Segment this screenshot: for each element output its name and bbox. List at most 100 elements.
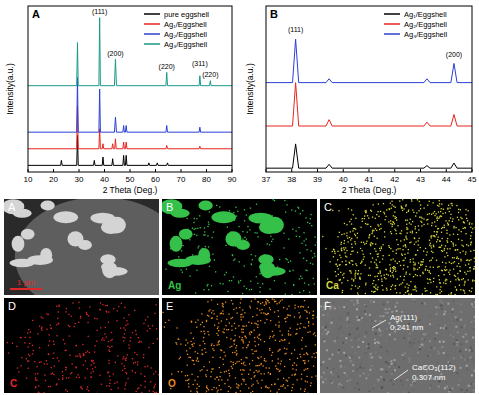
signal-dot (364, 244, 365, 245)
signal-dot (380, 250, 381, 251)
signal-dot (270, 236, 271, 237)
signal-dot (211, 369, 212, 370)
x-tick-label: 42 (390, 175, 399, 184)
signal-dot (307, 354, 308, 355)
signal-dot (258, 338, 259, 339)
signal-dot (240, 369, 241, 370)
signal-dot (206, 376, 207, 377)
signal-dot (465, 209, 466, 210)
signal-dot (122, 337, 123, 338)
signal-dot (469, 222, 470, 223)
signal-dot (375, 244, 376, 245)
signal-dot (407, 290, 408, 291)
signal-dot (468, 279, 469, 280)
signal-dot (107, 346, 108, 347)
signal-dot (303, 360, 304, 361)
signal-dot (376, 267, 377, 268)
signal-dot (470, 242, 471, 243)
signal-dot (219, 206, 220, 207)
signal-dot (206, 393, 207, 394)
signal-dot (209, 361, 210, 362)
signal-dot (270, 390, 271, 391)
signal-dot (111, 389, 112, 390)
particle (67, 231, 83, 246)
signal-dot (258, 335, 259, 336)
signal-dot (399, 233, 400, 234)
signal-dot (284, 318, 285, 319)
signal-dot (466, 218, 467, 219)
signal-dot (195, 322, 196, 323)
signal-dot (147, 366, 148, 367)
signal-dot (207, 388, 208, 389)
signal-dot (448, 272, 449, 273)
signal-dot (423, 273, 424, 274)
signal-dot (406, 204, 407, 205)
signal-dot (283, 269, 284, 270)
signal-dot (248, 344, 249, 345)
signal-dot (242, 293, 243, 294)
signal-dot (257, 320, 258, 321)
signal-dot (227, 379, 228, 380)
signal-dot (300, 356, 301, 357)
signal-dot (288, 330, 289, 331)
plot-frame (266, 6, 472, 172)
element-label: Ag (168, 280, 181, 291)
signal-dot (292, 365, 293, 366)
legend-label: Ag₁/Eggshell (164, 20, 207, 29)
signal-dot (433, 213, 434, 214)
particle (21, 229, 35, 240)
signal-dot (212, 310, 213, 311)
signal-dot (286, 353, 287, 354)
signal-dot (92, 368, 93, 369)
signal-dot (383, 212, 384, 213)
signal-dot (238, 385, 239, 386)
signal-dot (394, 223, 395, 224)
signal-dot (394, 216, 395, 217)
signal-dot (333, 256, 334, 257)
signal-dot (402, 255, 403, 256)
signal-dot (427, 283, 428, 284)
background (4, 298, 159, 393)
signal-dot (36, 366, 37, 367)
x-tick (291, 169, 292, 172)
signal-dot (217, 304, 218, 305)
signal-dot (91, 377, 92, 378)
signal-dot (301, 278, 302, 279)
signal-dot (437, 220, 438, 221)
signal-dot (355, 286, 356, 287)
signal-dot (370, 275, 371, 276)
signal-dot (430, 282, 431, 283)
signal-dot (411, 201, 412, 202)
signal-dot (65, 350, 66, 351)
signal-dot (211, 389, 212, 390)
signal-dot (195, 228, 196, 229)
signal-dot (249, 363, 250, 364)
signal-dot (396, 239, 397, 240)
signal-dot (79, 308, 80, 309)
signal-dot (453, 262, 454, 263)
signal-dot (403, 260, 404, 261)
signal-dot (396, 219, 397, 220)
signal-dot (410, 219, 411, 220)
signal-dot (222, 359, 223, 360)
signal-dot (28, 368, 29, 369)
signal-dot (79, 377, 80, 378)
signal-dot (249, 229, 250, 230)
signal-dot (248, 374, 249, 375)
signal-dot (424, 288, 425, 289)
signal-dot (192, 346, 193, 347)
signal-dot (193, 338, 194, 339)
signal-dot (298, 208, 299, 209)
signal-dot (301, 306, 302, 307)
signal-dot (272, 331, 273, 332)
signal-dot (355, 229, 356, 230)
signal-dot (434, 215, 435, 216)
signal-dot (29, 343, 30, 344)
signal-dot (288, 377, 289, 378)
signal-dot (407, 266, 408, 267)
peak-label: (111) (92, 8, 107, 16)
element-label: C (10, 378, 17, 389)
signal-dot (28, 354, 29, 355)
signal-dot (306, 312, 307, 313)
signal-dot (414, 289, 415, 290)
